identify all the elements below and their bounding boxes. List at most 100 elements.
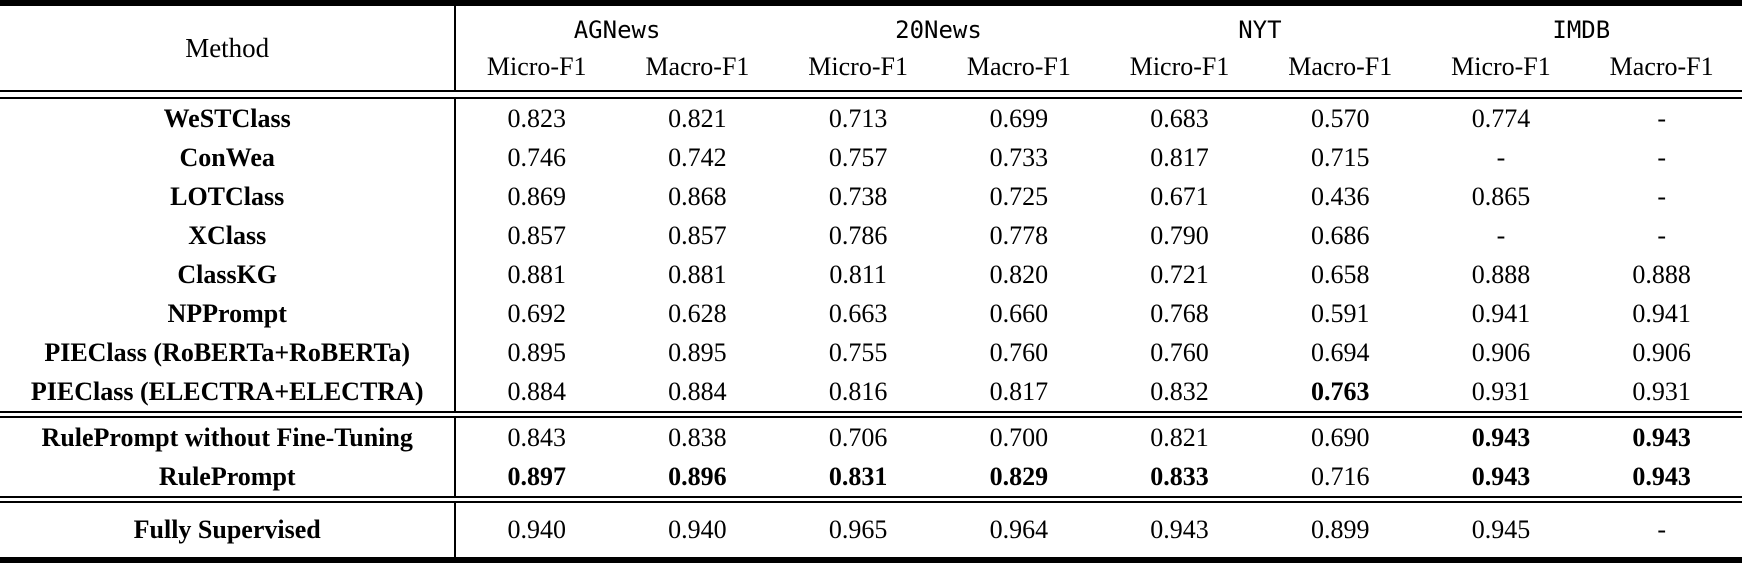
dataset-group-header-20news: 20News: [895, 16, 982, 44]
metric-header: Macro-F1: [645, 52, 750, 81]
cell-value: 0.931: [1471, 376, 1531, 406]
method-name: XClass: [0, 216, 457, 255]
cell-value: -: [1496, 220, 1506, 250]
cell-value: 0.884: [668, 376, 727, 406]
cell-value: -: [1657, 103, 1666, 133]
metric-header: Micro-F1: [808, 52, 908, 81]
cell-value: 0.663: [828, 298, 888, 328]
cell-value: 0.945: [1471, 515, 1531, 544]
cell-value: 0.931: [1632, 376, 1691, 406]
cell-value: 0.943: [1471, 461, 1531, 491]
cell-value: 0.817: [989, 376, 1049, 406]
cell-value: 0.774: [1471, 103, 1531, 133]
method-name: PIEClass (RoBERTa+RoBERTa): [0, 333, 457, 372]
cell-value: 0.683: [1150, 103, 1209, 133]
cell-value: -: [1657, 142, 1666, 172]
cell-value: 0.811: [829, 259, 887, 289]
cell-value: 0.941: [1632, 298, 1691, 328]
cell-value: 0.733: [989, 142, 1049, 172]
cell-value: 0.706: [828, 422, 888, 452]
section-ruleprompt: RulePrompt without Fine-Tuning 0.843 0.838…: [0, 418, 1742, 496]
cell-value: 0.884: [507, 376, 566, 406]
cell-value: 0.716: [1310, 461, 1370, 491]
table-row: PIEClass (ELECTRA+ELECTRA) 0.884 0.884 0.81…: [0, 372, 1742, 411]
cell-value: 0.778: [989, 220, 1049, 250]
metric-header: Micro-F1: [1129, 52, 1230, 81]
dataset-group-header-nyt: NYT: [1238, 16, 1282, 44]
cell-value: 0.888: [1632, 259, 1691, 289]
cell-value: 0.694: [1310, 337, 1370, 367]
cell-value: 0.570: [1310, 103, 1370, 133]
cell-value: 0.671: [1150, 181, 1209, 211]
cell-value: 0.790: [1150, 220, 1209, 250]
cell-value: 0.821: [668, 103, 727, 133]
cell-value: 0.895: [668, 337, 727, 367]
dataset-group-header-imdb: IMDB: [1552, 16, 1611, 44]
method-name: Fully Supervised: [0, 503, 457, 557]
method-name: ConWea: [0, 138, 457, 177]
cell-value: 0.738: [828, 181, 888, 211]
cell-value: 0.686: [1310, 220, 1370, 250]
method-column-header: Method: [0, 6, 457, 90]
cell-value: 0.715: [1310, 142, 1370, 172]
metric-header: Micro-F1: [1451, 52, 1551, 81]
cell-value: 0.831: [828, 461, 888, 491]
cell-value: 0.869: [507, 181, 566, 211]
metric-header: Micro-F1: [486, 52, 587, 81]
cell-value: 0.941: [1471, 298, 1531, 328]
cell-value: 0.943: [1632, 461, 1691, 491]
table-row: PIEClass (RoBERTa+RoBERTa) 0.895 0.895 0.75…: [0, 333, 1742, 372]
cell-value: 0.690: [1310, 422, 1370, 452]
cell-value: -: [1496, 142, 1506, 172]
cell-value: 0.692: [507, 298, 566, 328]
cell-value: 0.943: [1150, 515, 1209, 544]
table-row: WeSTClass 0.823 0.821 0.713 0.699 0.683 0.570 0…: [0, 99, 1742, 138]
cell-value: 0.940: [507, 515, 566, 544]
dataset-group-header-agnews: AGNews: [573, 16, 661, 44]
cell-value: 0.821: [1150, 422, 1209, 452]
section-fully-supervised: Fully Supervised 0.940 0.940 0.965 0.964 0.94…: [0, 503, 1742, 557]
bottom-rule: [0, 557, 1742, 563]
table-row: ConWea 0.746 0.742 0.757 0.733 0.817 0.715 - -: [0, 138, 1742, 177]
cell-value: 0.660: [989, 298, 1049, 328]
cell-value: 0.823: [507, 103, 566, 133]
metric-header: Macro-F1: [966, 52, 1071, 81]
top-rule: [0, 0, 1742, 6]
cell-value: 0.906: [1632, 337, 1691, 367]
cell-value: 0.628: [668, 298, 727, 328]
table-row: RulePrompt without Fine-Tuning 0.843 0.838…: [0, 418, 1742, 457]
cell-value: 0.888: [1471, 259, 1531, 289]
cell-value: 0.906: [1471, 337, 1531, 367]
cell-value: -: [1657, 515, 1666, 544]
cell-value: 0.868: [668, 181, 727, 211]
cell-value: 0.829: [989, 461, 1049, 491]
table-row: LOTClass 0.869 0.868 0.738 0.725 0.671 0.436 0.…: [0, 177, 1742, 216]
table-row: RulePrompt 0.897 0.896 0.831 0.829 0.833 0.716…: [0, 457, 1742, 496]
section-separator-rule: [0, 411, 1742, 418]
cell-value: 0.899: [1310, 515, 1370, 544]
method-name: PIEClass (ELECTRA+ELECTRA): [0, 372, 457, 411]
table-row: ClassKG 0.881 0.881 0.811 0.820 0.721 0.658 0.8…: [0, 255, 1742, 294]
cell-value: 0.816: [828, 376, 888, 406]
cell-value: 0.943: [1632, 422, 1691, 452]
method-name: ClassKG: [0, 255, 457, 294]
method-name: NPPrompt: [0, 294, 457, 333]
cell-value: 0.760: [1150, 337, 1209, 367]
cell-value: 0.857: [668, 220, 727, 250]
cell-value: 0.700: [989, 422, 1049, 452]
metric-header: Macro-F1: [1288, 52, 1393, 81]
cell-value: 0.895: [507, 337, 566, 367]
cell-value: 0.897: [507, 461, 566, 491]
cell-value: 0.843: [507, 422, 566, 452]
section-separator-rule: [0, 496, 1742, 503]
method-name: RulePrompt: [0, 457, 457, 496]
cell-value: 0.763: [1310, 376, 1370, 406]
cell-value: 0.881: [507, 259, 566, 289]
cell-value: 0.436: [1310, 181, 1370, 211]
cell-value: 0.757: [828, 142, 888, 172]
cell-value: 0.896: [668, 461, 727, 491]
cell-value: 0.838: [668, 422, 727, 452]
cell-value: -: [1657, 220, 1666, 250]
cell-value: 0.943: [1471, 422, 1531, 452]
